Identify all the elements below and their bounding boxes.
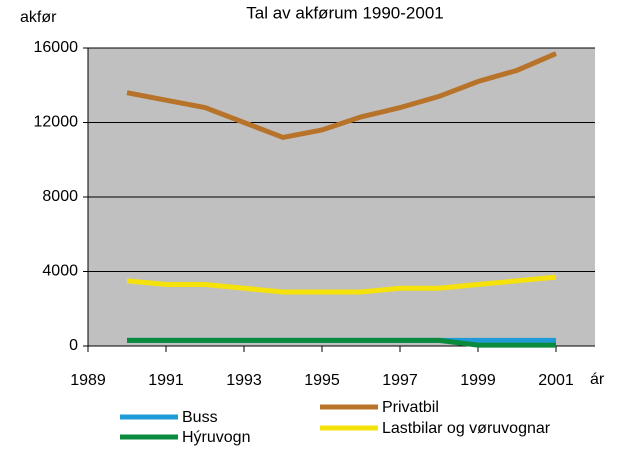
legend-label: Lastbilar og vøruvognar [382, 420, 551, 437]
series-line [127, 337, 556, 348]
series-line [126, 51, 557, 140]
chart-title: Tal av akførum 1990-2001 [246, 3, 444, 22]
x-tick-label: 1991 [148, 372, 184, 389]
x-tick-label: 1993 [226, 372, 262, 389]
y-tick-label: 0 [69, 337, 78, 354]
x-tick-label: 1995 [304, 372, 340, 389]
y-axis-label: akfør [20, 9, 57, 26]
x-axis-label: ár [590, 371, 605, 388]
x-tick-label: 1997 [382, 372, 418, 389]
legend-label: Buss [182, 409, 218, 426]
x-tick-label: 1999 [460, 372, 496, 389]
y-tick-label: 12000 [34, 114, 79, 131]
y-tick-label: 16000 [34, 39, 79, 56]
legend-label: Hýruvogn [182, 429, 250, 446]
series-line [126, 274, 557, 295]
x-tick-label: 2001 [538, 372, 574, 389]
x-tick-label: 1989 [70, 372, 106, 389]
y-tick-label: 4000 [42, 263, 78, 280]
legend-label: Privatbil [382, 399, 439, 416]
y-tick-label: 8000 [42, 188, 78, 205]
